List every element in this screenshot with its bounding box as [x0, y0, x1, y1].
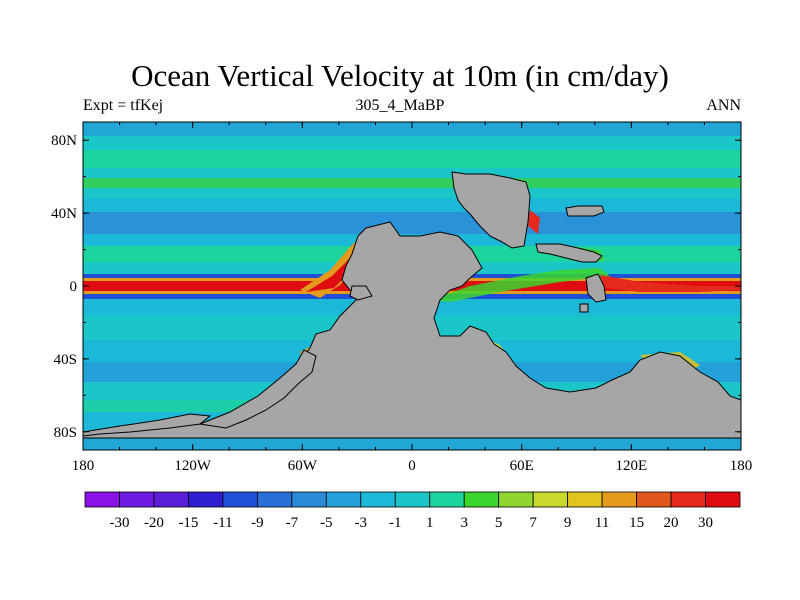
colorbar-swatch [670, 491, 706, 508]
lat-tick-label: 40S [54, 352, 77, 368]
southern-strip [83, 413, 212, 437]
colorbar: -30 -20 -15 -11 -9 -7 -5 -3 -1 1 3 5 7 9 11 15 20 30 [84, 491, 741, 531]
lon-tick-label: 0 [408, 458, 416, 474]
lon-tick-label: 120E [615, 458, 647, 474]
colorbar-label: -7 [286, 515, 299, 531]
colorbar-label: -30 [109, 515, 129, 531]
colorbar-swatch [498, 491, 534, 508]
lon-tick-label: 180 [72, 458, 95, 474]
colorbar-swatch [84, 491, 120, 508]
timeslice-label: 305_4_MaBP [355, 97, 445, 114]
colorbar-swatch [291, 491, 327, 508]
asian-peninsula [535, 243, 603, 263]
colorbar-swatch [601, 491, 637, 508]
season-label: ANN [706, 97, 741, 114]
longitude-axis: 180 120W 60W 0 60E 120E 180 [72, 122, 753, 474]
colorbar-label: 1 [426, 515, 434, 531]
colorbar-swatch [429, 491, 465, 508]
colorbar-label: -1 [389, 515, 402, 531]
colorbar-swatch [394, 491, 431, 508]
colorbar-label: -5 [320, 515, 333, 531]
small-island [579, 303, 589, 313]
colorbar-swatch [119, 491, 155, 508]
southeast-islands [585, 273, 607, 303]
colorbar-swatch [256, 491, 293, 508]
map-area [83, 122, 741, 450]
lat-tick-label: 80S [54, 425, 77, 441]
colorbar-swatch [360, 491, 396, 508]
lat-tick-label: 0 [70, 279, 78, 295]
colorbar-label: 3 [460, 515, 468, 531]
lat-tick-label: 40N [51, 206, 77, 222]
map-title: Ocean Vertical Velocity at 10m (in cm/da… [131, 58, 669, 93]
colorbar-swatch [463, 491, 500, 508]
colorbar-swatch [153, 491, 189, 508]
colorbar-label: 11 [595, 515, 609, 531]
colorbar-label: 7 [529, 515, 537, 531]
latitude-axis: 80N 40N 0 40S 80S [51, 133, 741, 441]
colorbar-label: -3 [355, 515, 368, 531]
equatorial-island [349, 285, 373, 301]
colorbar-swatch [532, 491, 569, 508]
colorbar-swatch [222, 491, 258, 508]
colorbar-label: 9 [564, 515, 572, 531]
colorbar-label: 5 [495, 515, 503, 531]
southwest-arm [198, 349, 317, 429]
main-continent [83, 221, 741, 439]
colorbar-swatch [567, 491, 603, 508]
lon-tick-label: 120W [174, 458, 212, 474]
lon-tick-label: 60E [510, 458, 534, 474]
colorbar-label: -20 [144, 515, 164, 531]
colorbar-swatch [705, 491, 741, 508]
colorbar-label: -9 [251, 515, 264, 531]
lon-tick-label: 180 [730, 458, 753, 474]
lat-tick-label: 80N [51, 133, 77, 149]
experiment-label: Expt = tfKej [83, 97, 164, 114]
colorbar-swatch [325, 491, 362, 508]
northern-continent [451, 171, 531, 249]
colorbar-label: 30 [698, 515, 713, 531]
northeast-island [565, 205, 605, 217]
lon-tick-label: 60W [288, 458, 318, 474]
colorbar-swatch [188, 491, 224, 508]
colorbar-label: -15 [178, 515, 198, 531]
colorbar-swatch [636, 491, 672, 508]
colorbar-label: 20 [664, 515, 679, 531]
land-masses [83, 171, 741, 439]
colorbar-label: -11 [213, 515, 232, 531]
colorbar-label: 15 [629, 515, 644, 531]
